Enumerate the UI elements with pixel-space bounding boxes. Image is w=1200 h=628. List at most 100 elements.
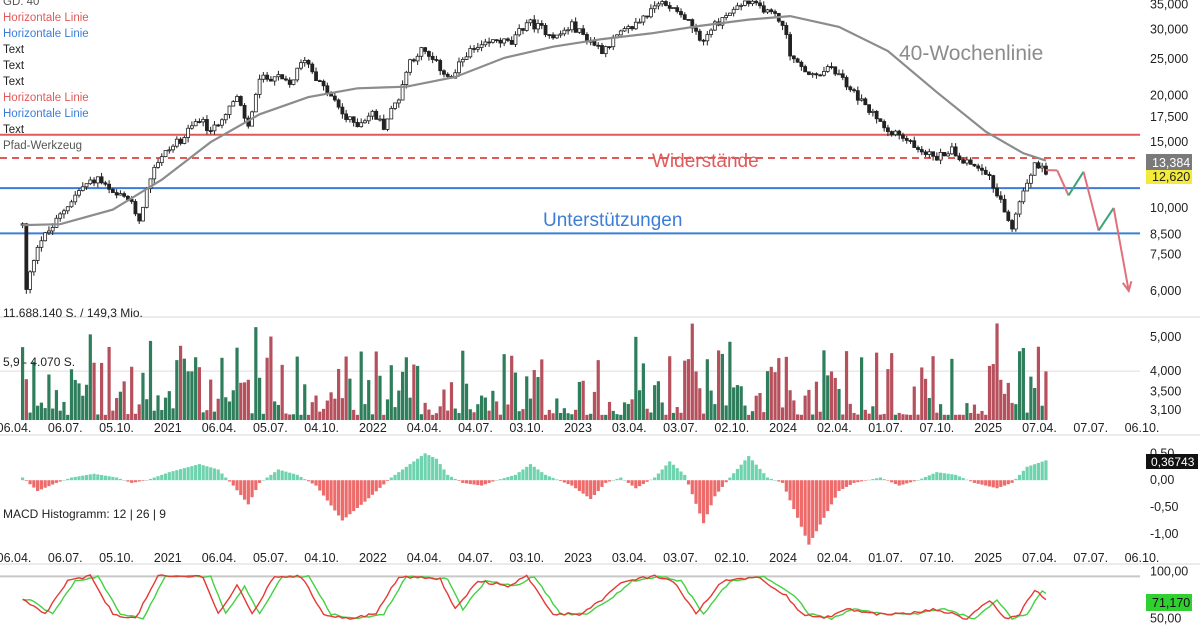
legend-item[interactable]: Horizontale Linie — [3, 108, 89, 120]
macd-bar — [841, 480, 845, 489]
legend-item[interactable]: Text — [3, 76, 25, 88]
volume-bar — [182, 358, 186, 420]
candle-body — [28, 271, 32, 290]
candle-body — [208, 130, 213, 132]
candle-body — [460, 59, 465, 63]
legend-item[interactable]: Horizontale Linie — [3, 12, 89, 24]
stoch-tick-label: 50,00 — [1150, 612, 1181, 626]
legend-item[interactable]: Text — [3, 124, 25, 136]
stochastic-panel[interactable] — [0, 574, 1140, 621]
volume-bar — [916, 414, 920, 420]
volume-bar — [374, 351, 378, 420]
candle-body — [539, 23, 544, 26]
macd-bar — [638, 480, 642, 487]
volume-bar — [641, 363, 645, 420]
candle-body — [442, 70, 446, 75]
candle-body — [238, 96, 243, 106]
candle-body — [596, 44, 601, 47]
macd-bar — [780, 480, 785, 483]
volume-bar — [457, 413, 461, 420]
macd-bar — [212, 468, 217, 481]
macd-bar — [167, 472, 171, 481]
candle-body — [389, 107, 394, 120]
price-panel[interactable] — [0, 0, 1140, 294]
legend[interactable]: GD: 40 Horizontale Linie Horizontale Linie… — [3, 0, 89, 152]
time-tick-label: 06.10. — [1125, 421, 1160, 435]
candle-body — [205, 119, 209, 131]
projection-segment[interactable] — [1067, 171, 1085, 196]
candle-body — [231, 101, 236, 107]
volume-bar — [62, 401, 66, 420]
volume-bar — [246, 379, 250, 420]
volume-bar — [118, 391, 122, 420]
volume-bar — [88, 334, 92, 420]
macd-panel[interactable] — [20, 453, 1048, 545]
volume-bar — [863, 409, 867, 420]
macd-tick-label: -0,50 — [1150, 500, 1179, 514]
macd-bar — [118, 478, 122, 481]
macd-bar — [419, 456, 423, 481]
macd-bar — [694, 480, 698, 504]
macd-bar — [69, 477, 74, 481]
candle-body — [299, 62, 303, 69]
volume-bar — [747, 414, 751, 420]
legend-item[interactable]: GD: 40 — [3, 0, 39, 8]
volume-bar — [280, 364, 284, 420]
legend-item[interactable]: Text — [3, 44, 25, 56]
volume-bar — [525, 376, 529, 420]
volume-bar — [276, 404, 281, 420]
candle-body — [957, 155, 962, 161]
legend-item[interactable]: Horizontale Linie — [3, 92, 89, 104]
projection-segment[interactable] — [1056, 170, 1070, 196]
candle-body — [874, 110, 879, 120]
candle-body — [652, 5, 657, 10]
ma-annotation[interactable]: 40-Wochenlinie — [899, 42, 1043, 65]
projection-segment[interactable] — [1097, 207, 1115, 232]
resistance-annotation[interactable]: Widerstände — [652, 151, 759, 172]
candle-body — [784, 25, 789, 35]
volume-panel[interactable] — [20, 323, 1048, 420]
volume-bar — [878, 414, 882, 420]
candle-body — [558, 33, 563, 36]
candle-body — [88, 179, 93, 185]
volume-bar — [442, 389, 446, 420]
candle-body — [671, 7, 676, 10]
candle-body — [927, 151, 932, 155]
legend-item[interactable]: Pfad-Werkzeug — [3, 140, 82, 152]
macd-bar — [664, 465, 668, 481]
macd-bar — [555, 479, 559, 481]
projection-segment[interactable] — [1112, 207, 1130, 292]
projection-segment[interactable] — [1082, 171, 1100, 231]
time-tick-label: 07.04. — [1022, 421, 1057, 435]
candle-body — [901, 134, 905, 139]
ma-40-line[interactable] — [22, 14, 1047, 227]
volume-bar — [1044, 371, 1048, 420]
macd-bar — [472, 480, 476, 485]
price-tick-label: 17,500 — [1150, 110, 1188, 124]
candle-body — [479, 44, 484, 48]
candle-body — [848, 86, 853, 91]
volume-bar — [950, 358, 954, 420]
legend-item[interactable]: Horizontale Linie — [3, 28, 89, 40]
candle-body — [855, 90, 860, 101]
volume-bar — [163, 397, 168, 420]
macd-bar — [890, 480, 894, 483]
volume-bar — [965, 403, 969, 420]
volume-bar — [969, 412, 973, 420]
volume-bar — [160, 410, 164, 420]
candle-body — [336, 99, 341, 108]
candle-body — [521, 28, 525, 31]
volume-bar — [822, 350, 826, 420]
volume-bar — [412, 364, 416, 420]
support-annotation[interactable]: Unterstützungen — [543, 210, 682, 231]
volume-bar — [498, 414, 502, 420]
candle-body — [498, 39, 503, 44]
volume-bar — [370, 414, 375, 420]
legend-item[interactable]: Text — [3, 60, 25, 72]
macd-bar — [724, 480, 728, 483]
candle-body — [513, 34, 518, 45]
volume-bar — [438, 406, 442, 420]
volume-tick-label: 3,500 — [1150, 384, 1181, 398]
candle-body — [370, 110, 375, 117]
